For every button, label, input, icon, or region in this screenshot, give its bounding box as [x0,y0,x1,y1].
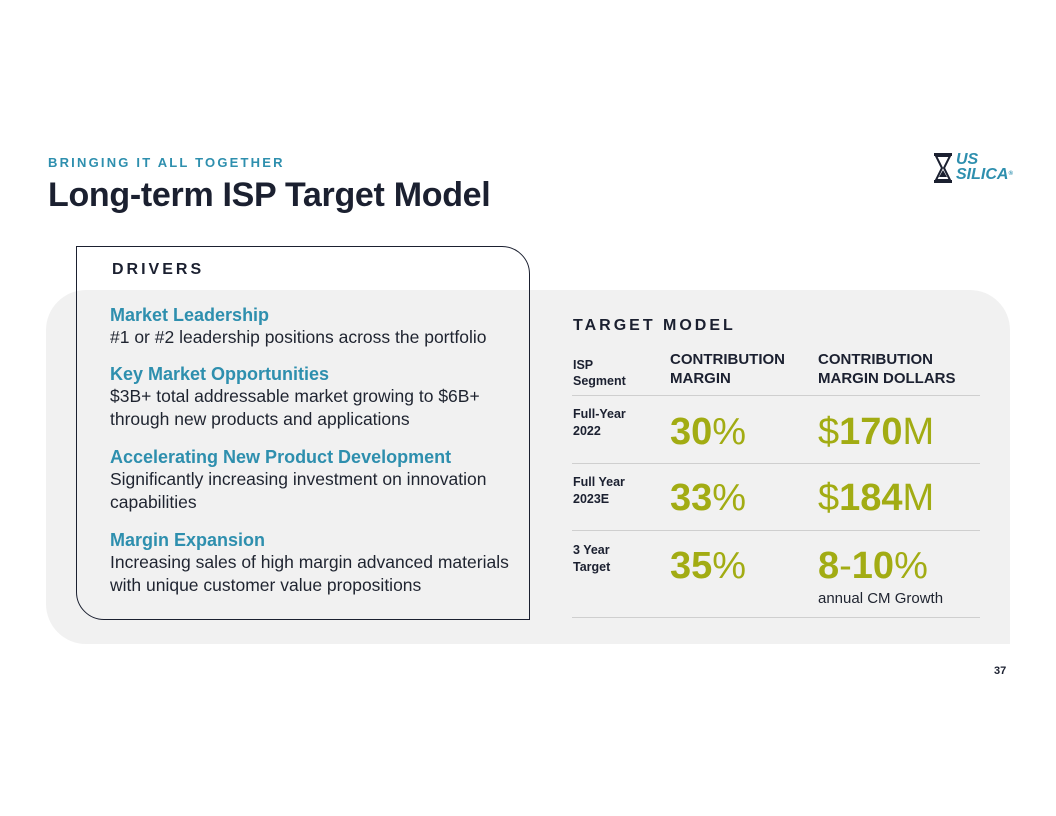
divider [572,617,980,618]
driver-text: #1 or #2 leadership positions across the… [110,327,487,347]
page-title: Long-term ISP Target Model [48,176,491,214]
target-model-heading: TARGET MODEL [573,317,736,334]
column-header-dollars: CONTRIBUTION MARGIN DOLLARS [818,351,956,387]
drivers-panel [76,246,530,620]
contribution-dollars-value: $170M [818,411,935,453]
driver-text: Increasing sales of high margin advanced… [110,552,509,595]
divider [572,395,980,396]
row-label: 3 Year Target [573,543,611,574]
page-number: 37 [994,665,1007,677]
content-band [46,290,1010,644]
driver-title: Margin Expansion [110,530,266,550]
driver-item: Margin Expansion Increasing sales of hig… [110,529,520,597]
eyebrow: BRINGING IT ALL TOGETHER [48,155,285,170]
contribution-margin-value: 33% [670,477,747,519]
logo-line-2: SILICA [956,166,1009,183]
driver-item: Market Leadership #1 or #2 leadership po… [110,304,520,349]
growth-note: annual CM Growth [818,590,944,607]
driver-text: $3B+ total addressable market growing to… [110,386,480,429]
driver-title: Accelerating New Product Development [110,447,452,467]
row-label: Full-Year 2022 [573,407,626,438]
row-label: Full Year 2023E [573,475,625,506]
hourglass-icon [934,153,952,183]
contribution-margin-value: 35% [670,545,747,587]
contribution-dollars-value: $184M [818,477,935,519]
driver-title: Market Leadership [110,305,270,325]
column-header-segment: ISP Segment [573,358,626,388]
logo-line-1: US [956,151,979,168]
column-header-margin: CONTRIBUTION MARGIN [670,351,785,387]
divider [572,463,980,464]
drivers-heading: DRIVERS [112,261,205,278]
us-silica-logo: US SILICA® [934,152,1014,186]
driver-title: Key Market Opportunities [110,364,330,384]
driver-item: Accelerating New Product Development Sig… [110,446,520,514]
driver-text: Significantly increasing investment on i… [110,469,487,512]
divider [572,530,980,531]
contribution-margin-value: 30% [670,411,747,453]
contribution-dollars-value: 8-10% [818,545,928,587]
driver-item: Key Market Opportunities $3B+ total addr… [110,363,520,431]
